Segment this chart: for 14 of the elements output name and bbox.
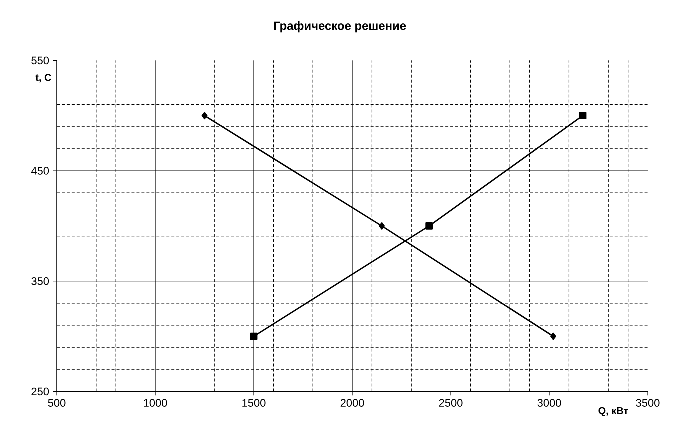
x-axis-title: Q, кВт bbox=[598, 407, 628, 416]
y-tick-label: 350 bbox=[32, 277, 50, 286]
x-tick-label: 1500 bbox=[242, 399, 266, 407]
y-tick-label: 550 bbox=[32, 56, 50, 65]
x-tick-label: 3500 bbox=[636, 399, 660, 407]
x-tick-label: 3000 bbox=[538, 399, 562, 407]
x-tick-label: 2500 bbox=[439, 399, 463, 407]
y-tick-label: 450 bbox=[31, 167, 50, 175]
y-axis-title: t, C bbox=[36, 74, 52, 83]
chart-title: Графическое решение bbox=[274, 21, 406, 33]
x-tick-label: 2000 bbox=[340, 399, 364, 407]
y-tick-label: 250 bbox=[32, 388, 50, 396]
x-tick-label: 1000 bbox=[144, 399, 168, 407]
x-tick-label: 500 bbox=[48, 399, 66, 407]
